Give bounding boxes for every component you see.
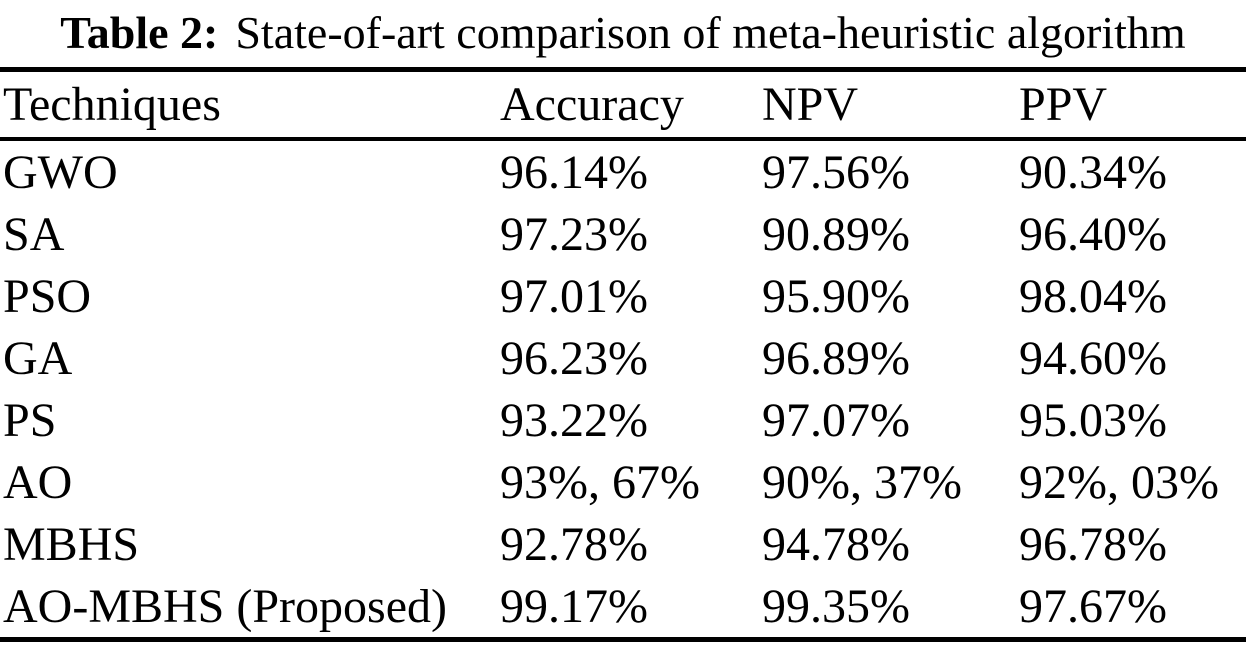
cell-accuracy: 93%, 67% xyxy=(500,455,700,509)
cell-npv: 95.90% xyxy=(762,269,910,323)
table-row-ps: PS 93.22% 97.07% 95.03% xyxy=(0,389,1246,451)
column-header-npv: NPV xyxy=(762,78,859,131)
table-row-sa: SA 97.23% 90.89% 96.40% xyxy=(0,203,1246,265)
table-row-ao-mbhs-proposed: AO-MBHS (Proposed) 99.17% 99.35% 97.67% xyxy=(0,575,1246,637)
table-caption: Table 2: State-of-art comparison of meta… xyxy=(0,0,1246,67)
table-caption-label: Table 2: xyxy=(60,7,219,58)
cell-ppv: 94.60% xyxy=(1019,331,1167,385)
cell-accuracy: 96.14% xyxy=(500,145,648,199)
table-header-row: Techniques Accuracy NPV PPV xyxy=(0,72,1246,141)
cell-npv: 90.89% xyxy=(762,207,910,261)
cell-npv: 97.07% xyxy=(762,393,910,447)
cell-technique: PS xyxy=(3,393,57,447)
cell-technique: SA xyxy=(3,207,65,261)
cell-npv: 90%, 37% xyxy=(762,455,962,509)
cell-npv: 99.35% xyxy=(762,579,910,633)
column-header-techniques: Techniques xyxy=(3,78,221,131)
cell-npv: 94.78% xyxy=(762,517,910,571)
cell-technique: PSO xyxy=(3,269,92,323)
cell-technique: AO xyxy=(3,455,73,509)
table-row-gwo: GWO 96.14% 97.56% 90.34% xyxy=(0,141,1246,203)
table-row-mbhs: MBHS 92.78% 94.78% 96.78% xyxy=(0,513,1246,575)
cell-technique: GA xyxy=(3,331,73,385)
cell-technique: AO-MBHS (Proposed) xyxy=(3,579,447,633)
cell-accuracy: 97.23% xyxy=(500,207,648,261)
cell-technique: MBHS xyxy=(3,517,140,571)
table-row-pso: PSO 97.01% 95.90% 98.04% xyxy=(0,265,1246,327)
table-row-ao: AO 93%, 67% 90%, 37% 92%, 03% xyxy=(0,451,1246,513)
cell-accuracy: 96.23% xyxy=(500,331,648,385)
column-header-ppv: PPV xyxy=(1019,78,1108,131)
cell-technique: GWO xyxy=(3,145,118,199)
cell-ppv: 98.04% xyxy=(1019,269,1167,323)
cell-accuracy: 93.22% xyxy=(500,393,648,447)
cell-accuracy: 99.17% xyxy=(500,579,648,633)
cell-ppv: 90.34% xyxy=(1019,145,1167,199)
comparison-table: Techniques Accuracy NPV PPV GWO 96.14% 9… xyxy=(0,67,1246,642)
cell-ppv: 96.78% xyxy=(1019,517,1167,571)
cell-npv: 97.56% xyxy=(762,145,910,199)
cell-ppv: 97.67% xyxy=(1019,579,1167,633)
column-header-accuracy: Accuracy xyxy=(500,78,684,131)
cell-ppv: 96.40% xyxy=(1019,207,1167,261)
cell-ppv: 95.03% xyxy=(1019,393,1167,447)
cell-ppv: 92%, 03% xyxy=(1019,455,1219,509)
table-row-ga: GA 96.23% 96.89% 94.60% xyxy=(0,327,1246,389)
table-caption-text: State-of-art comparison of meta-heuristi… xyxy=(235,7,1186,58)
cell-accuracy: 92.78% xyxy=(500,517,648,571)
cell-npv: 96.89% xyxy=(762,331,910,385)
cell-accuracy: 97.01% xyxy=(500,269,648,323)
